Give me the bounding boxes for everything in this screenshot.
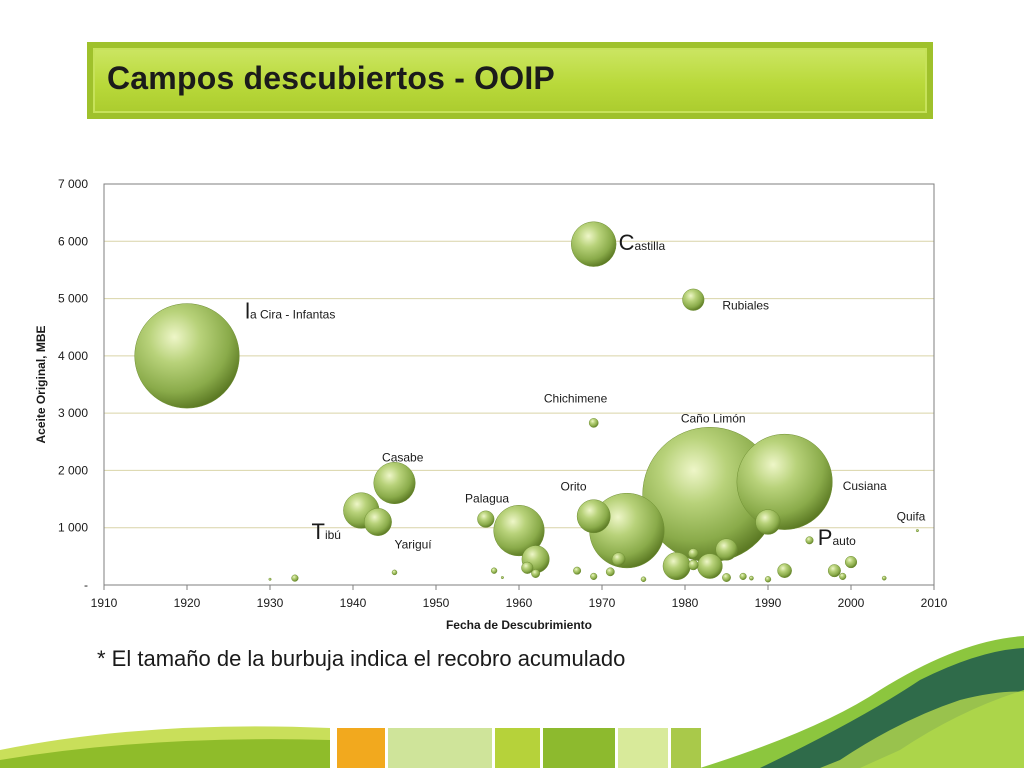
bubble bbox=[611, 552, 626, 567]
bubble bbox=[715, 538, 738, 561]
x-tick-label: 1910 bbox=[91, 596, 118, 610]
bubble bbox=[391, 569, 398, 576]
bubble bbox=[881, 575, 887, 581]
bubble-label: Pauto bbox=[818, 525, 856, 550]
y-tick-label: 5 000 bbox=[58, 292, 88, 306]
y-tick-label: 2 000 bbox=[58, 463, 88, 477]
bubble bbox=[576, 499, 611, 534]
x-tick-label: 2000 bbox=[838, 596, 865, 610]
y-tick-label: 4 000 bbox=[58, 349, 88, 363]
bubble bbox=[605, 567, 615, 577]
y-tick-label: 3 000 bbox=[58, 406, 88, 420]
bubble-label: Castilla bbox=[619, 230, 666, 255]
y-tick-label: 1 000 bbox=[58, 521, 88, 535]
bubble bbox=[588, 418, 599, 428]
x-tick-label: 1940 bbox=[340, 596, 367, 610]
bubble-label: la Cira - Infantas bbox=[245, 299, 335, 324]
bubble bbox=[697, 553, 723, 579]
bubbles bbox=[134, 221, 919, 583]
bubble bbox=[521, 561, 534, 574]
x-tick-label: 1990 bbox=[755, 596, 782, 610]
bubble-label: Yariguí bbox=[395, 537, 433, 551]
bubble bbox=[736, 433, 833, 530]
bubble bbox=[755, 509, 781, 535]
bubble bbox=[291, 574, 299, 582]
bubble bbox=[739, 572, 747, 580]
bubble bbox=[268, 577, 272, 581]
x-tick-label: 2010 bbox=[921, 596, 948, 610]
x-tick-label: 1960 bbox=[506, 596, 533, 610]
bubble-label: Cusiana bbox=[843, 479, 887, 493]
bubble bbox=[477, 510, 495, 528]
x-tick-label: 1920 bbox=[174, 596, 201, 610]
bubble-chart: - 1 000 2 000 3 000 4 000 5 000 6 000 7 000 1910… bbox=[34, 177, 948, 632]
x-tick-label: 1930 bbox=[257, 596, 284, 610]
x-tick-label: 1980 bbox=[672, 596, 699, 610]
bubble-label: Orito bbox=[561, 479, 587, 493]
bubble bbox=[722, 573, 731, 582]
bubble bbox=[640, 576, 647, 583]
footnote: * El tamaño de la burbuja indica el reco… bbox=[97, 646, 626, 671]
bubble bbox=[134, 303, 240, 409]
bubble-label: Chichimene bbox=[544, 391, 608, 405]
bubble bbox=[749, 575, 754, 581]
axes: - 1 000 2 000 3 000 4 000 5 000 6 000 7 000 1910… bbox=[58, 177, 948, 610]
title-banner: Campos descubiertos - OOIP bbox=[87, 42, 933, 119]
y-tick-label: - bbox=[84, 578, 88, 592]
bubble bbox=[805, 536, 814, 545]
bubble bbox=[915, 529, 919, 533]
bubble-label: Rubiales bbox=[722, 298, 769, 312]
x-tick-label: 1970 bbox=[589, 596, 616, 610]
bubble bbox=[777, 563, 792, 578]
y-tick-label: 6 000 bbox=[58, 234, 88, 248]
y-axis-title: Aceite Original, MBE bbox=[34, 325, 48, 443]
slide-title: Campos descubiertos - OOIP bbox=[107, 60, 555, 96]
bubble bbox=[490, 567, 498, 574]
bubble bbox=[682, 288, 705, 311]
bubble-labels: la Cira - Infantas Castilla Rubiales Chichi… bbox=[245, 230, 926, 551]
bubble-label: Tibú bbox=[312, 519, 341, 544]
decorative-footer bbox=[0, 636, 1024, 768]
bubble bbox=[764, 576, 772, 583]
bubble bbox=[827, 564, 841, 578]
bubble bbox=[839, 572, 847, 580]
bubble bbox=[573, 566, 582, 575]
bubble bbox=[500, 576, 504, 580]
bubble bbox=[590, 572, 598, 580]
x-tick-label: 1950 bbox=[423, 596, 450, 610]
bubble bbox=[531, 569, 540, 578]
bubble bbox=[844, 556, 858, 569]
bubble bbox=[493, 505, 545, 557]
bubble-label: Quifa bbox=[897, 509, 926, 523]
bubble-label: Palagua bbox=[465, 492, 509, 506]
bubble bbox=[363, 508, 392, 536]
bubble bbox=[662, 552, 691, 581]
y-tick-label: 7 000 bbox=[58, 177, 88, 191]
x-axis-title: Fecha de Descubrimiento bbox=[446, 618, 592, 632]
bubble bbox=[688, 559, 699, 571]
bubble-label: Caño Limón bbox=[681, 411, 746, 425]
bubble bbox=[373, 462, 416, 505]
bubble bbox=[571, 221, 617, 267]
bubble bbox=[688, 548, 699, 559]
bubble-label: Casabe bbox=[382, 450, 424, 464]
